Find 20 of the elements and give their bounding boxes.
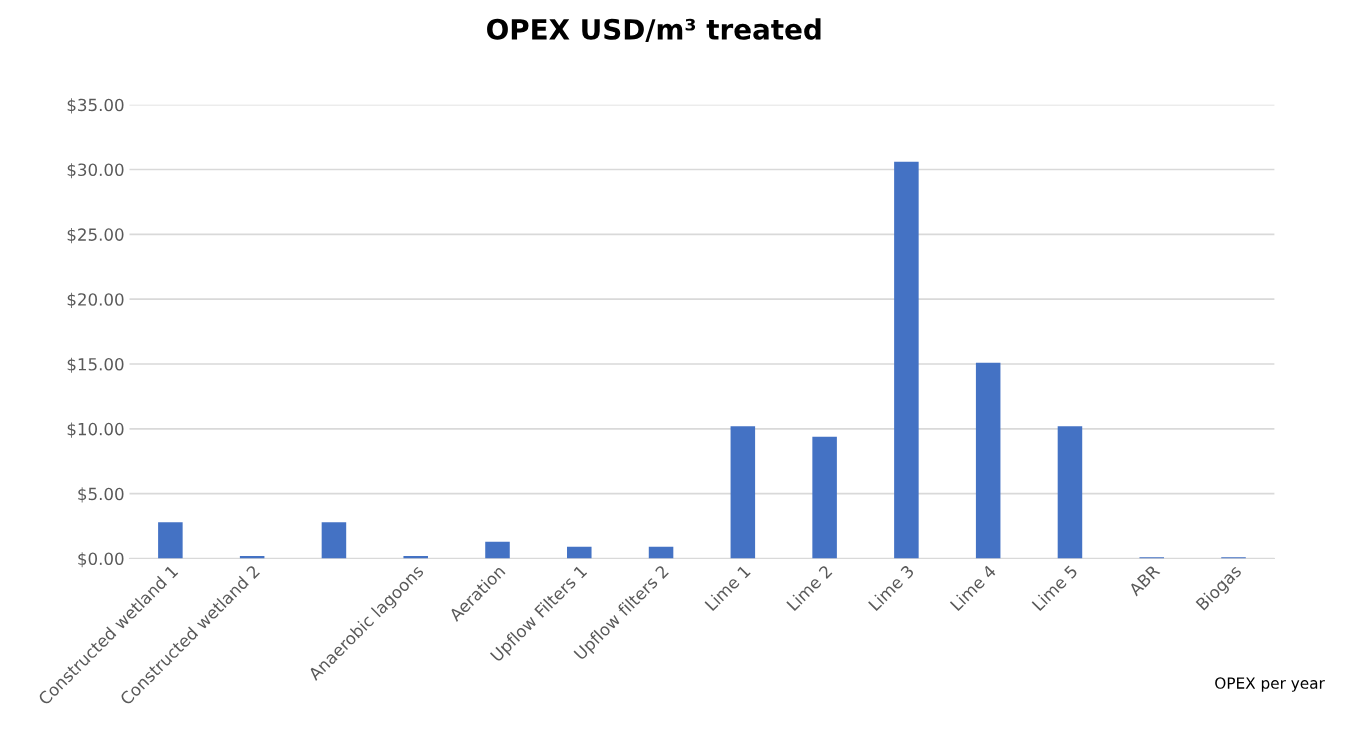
y-tick-label: $35.00 [67,98,124,114]
bar [648,546,674,559]
bar [894,161,919,559]
bar [485,541,510,559]
bar [1057,426,1083,559]
y-tick-label: $20.00 [67,292,124,308]
bar [975,362,1001,559]
bar [158,522,183,559]
chart-title: OPEX USD/m³ treated [487,18,821,42]
bar [321,522,347,559]
y-tick-label: $25.00 [67,228,124,244]
y-tick-label: $5.00 [78,487,124,503]
y-tick-label: $10.00 [67,422,124,438]
y-tick-label: $15.00 [67,357,124,373]
bar [812,436,837,559]
bar [567,546,592,559]
bar [730,426,756,559]
y-tick-label: $0.00 [78,552,124,568]
text: OPEX per year [1215,677,1325,692]
y-tick-label: $30.00 [67,163,124,179]
